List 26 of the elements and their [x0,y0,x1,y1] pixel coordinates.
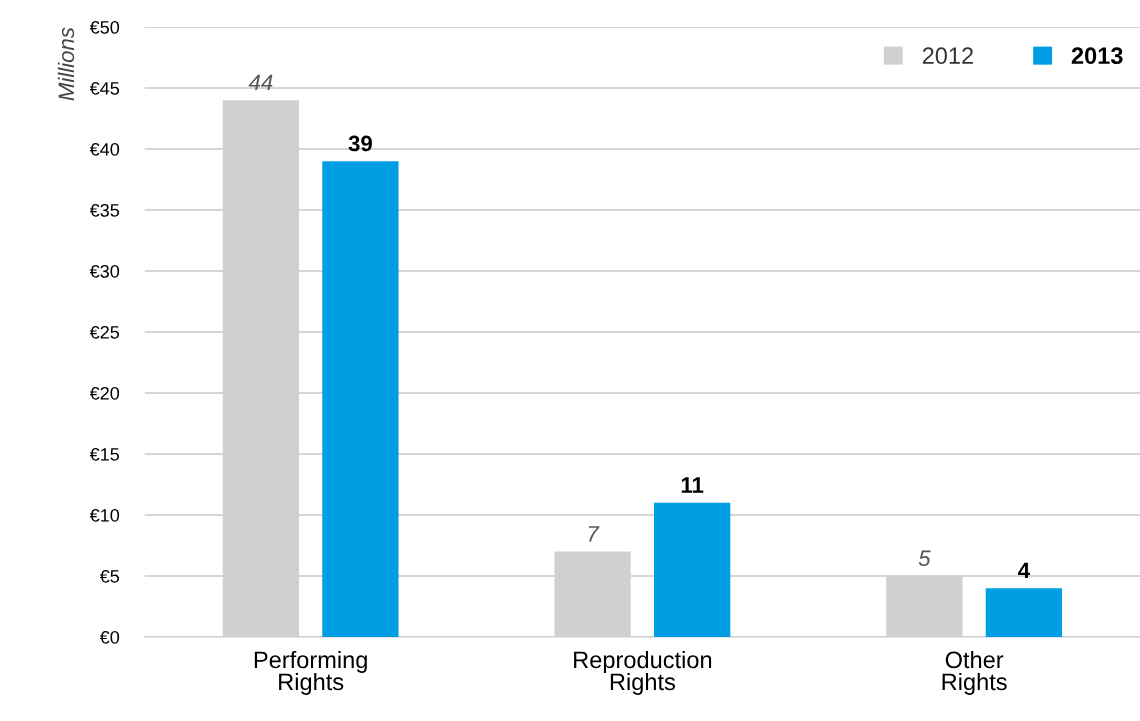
bar [985,588,1063,637]
y-tick-label: €15 [89,447,120,461]
y-tick-label: €40 [89,142,120,156]
data-label: 5 [918,550,931,567]
y-tick-label: €5 [99,569,120,583]
bar [654,502,731,637]
y-tick-label: €0 [99,630,120,644]
bar [322,161,399,637]
data-label: 44 [248,74,273,91]
x-tick-label: Performing Rights [254,650,367,695]
data-label: 7 [588,526,600,542]
data-label: 4 [1018,562,1030,579]
x-tick-label: Other Rights [942,650,1007,695]
y-tick-label: €25 [89,325,120,339]
y-tick-label: €10 [89,508,120,522]
y-axis-title: Millions [57,27,75,101]
y-tick-label: €20 [89,386,120,400]
y-tick-label: €35 [89,203,120,217]
y-tick-label: €45 [89,81,120,95]
legend-label: 2012 [922,47,973,65]
legend-label: 2013 [1071,47,1123,65]
y-tick-label: €30 [89,264,120,278]
x-tick-label: Reproduction Rights [574,650,712,695]
y-tick-label: €50 [89,20,120,34]
data-label: 39 [348,135,372,152]
data-label: 11 [681,477,704,493]
